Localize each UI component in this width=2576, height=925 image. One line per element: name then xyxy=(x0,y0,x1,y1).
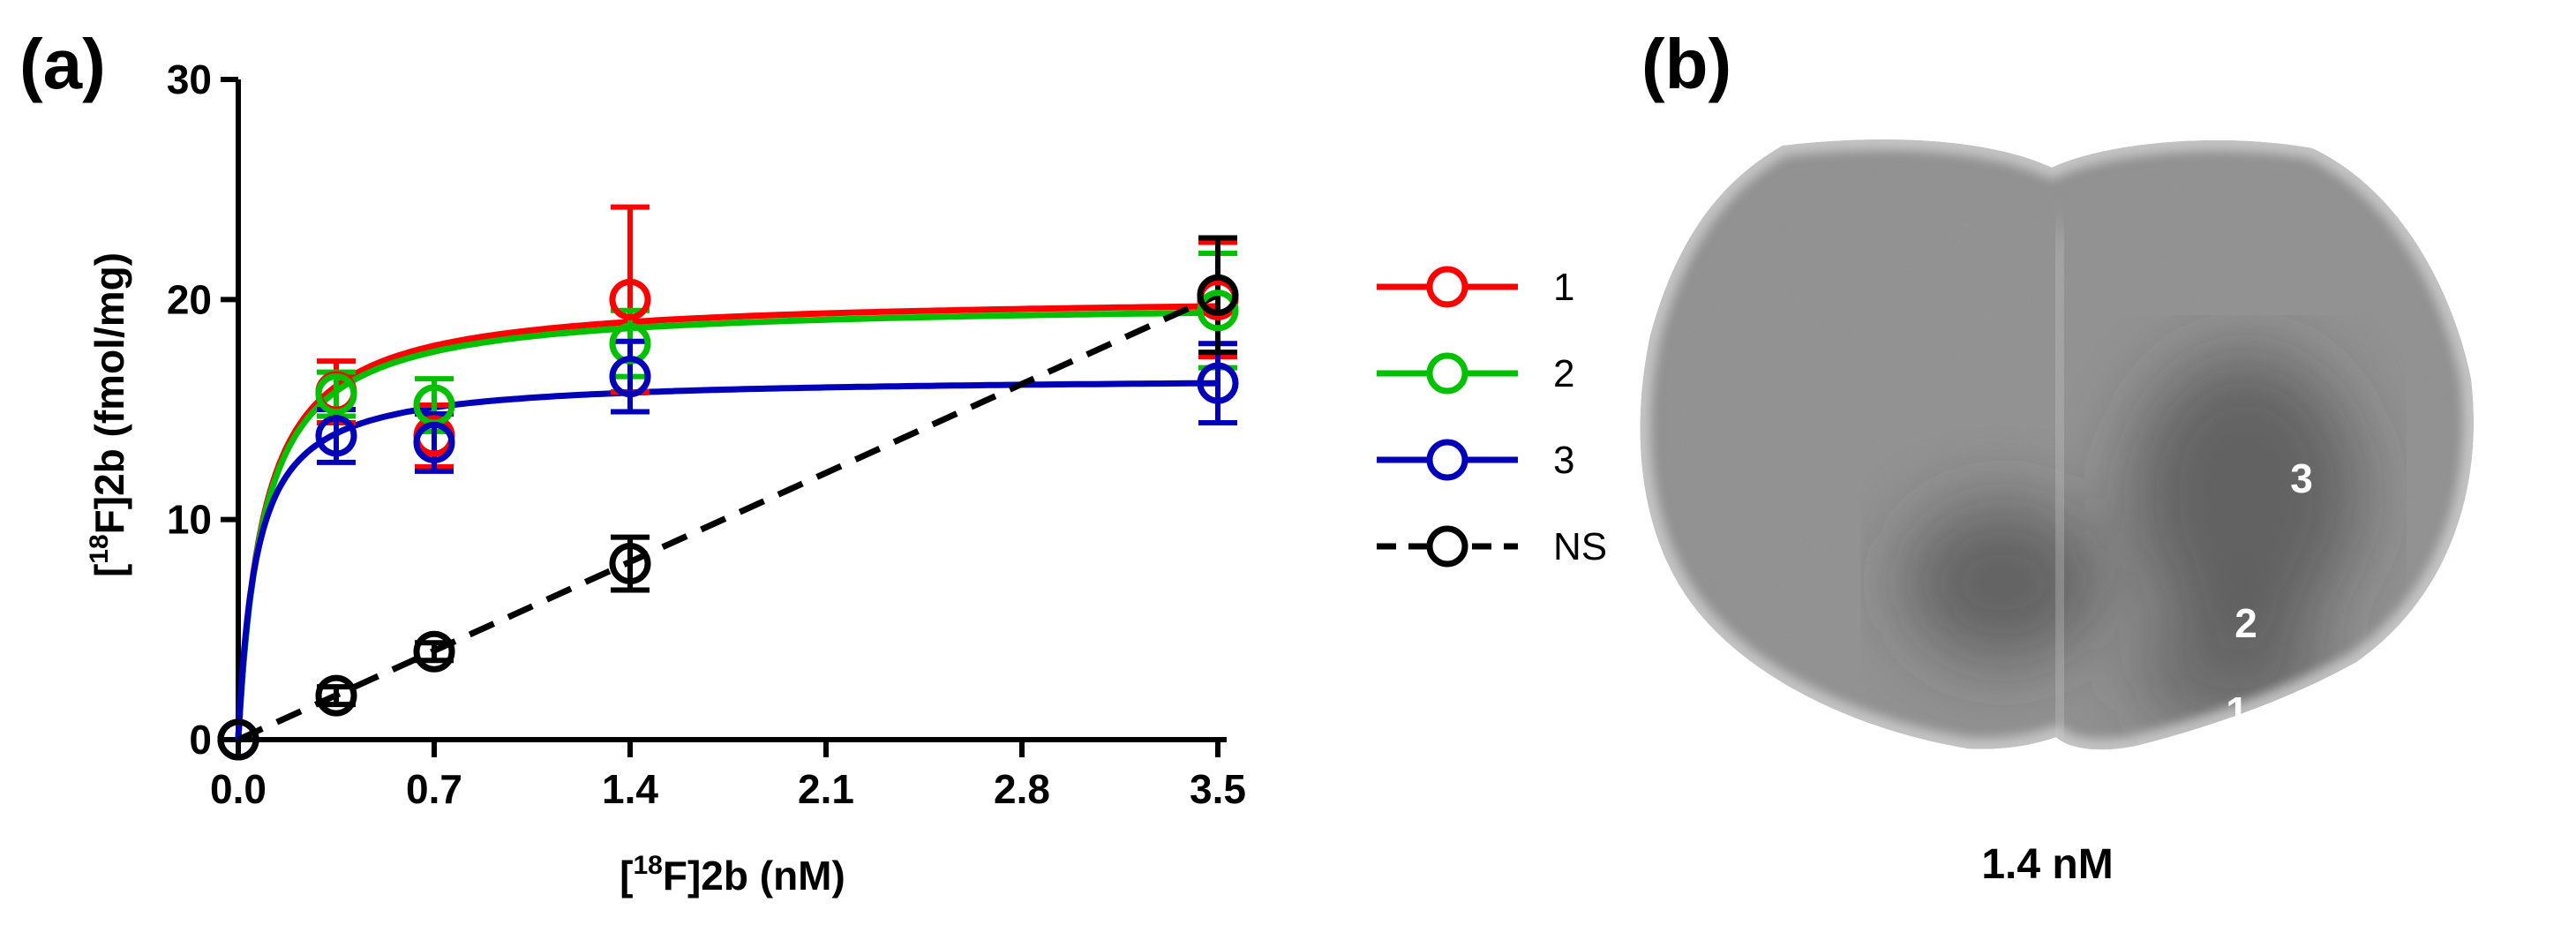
data-point-3 xyxy=(609,356,651,398)
y-tick-label: 20 xyxy=(167,276,212,322)
region-label-1: 1 xyxy=(2226,688,2249,734)
data-point-2 xyxy=(315,373,357,416)
data-point-ns xyxy=(609,543,651,585)
legend-label-ns: NS xyxy=(1553,525,1607,568)
x-tick-label: 1.4 xyxy=(602,766,658,812)
y-tick-label: 10 xyxy=(167,497,212,543)
data-point-2 xyxy=(1197,290,1239,332)
data-point-ns xyxy=(413,630,455,673)
y-ticks: 0 10 20 30 xyxy=(167,56,238,763)
data-point-ns xyxy=(217,718,259,761)
y-axis-label: [18F]2b (fmol/mg) xyxy=(85,252,132,577)
data-point-ns xyxy=(1197,274,1239,316)
data-point-ns xyxy=(315,674,357,717)
fit-curve-1 xyxy=(235,303,1219,740)
x-ticks: 0.0 0.7 1.4 2.1 2.8 3.5 xyxy=(210,740,1246,812)
y-tick-label: 30 xyxy=(167,56,212,102)
panel-b-caption: 1.4 nM xyxy=(1981,841,2113,888)
legend-marker-ns xyxy=(1426,525,1468,568)
data-point-1 xyxy=(609,278,651,320)
legend-marker-2 xyxy=(1426,352,1468,395)
panel-a-label: (a) xyxy=(19,25,106,103)
x-tick-label: 0.0 xyxy=(210,766,267,812)
y-tick-label: 0 xyxy=(189,717,212,763)
region-label-2: 2 xyxy=(2234,600,2257,646)
x-axis-label: [18F]2b (nM) xyxy=(620,851,845,899)
legend: 1 2 3 NS xyxy=(1377,266,1607,568)
legend-label-3: 3 xyxy=(1553,439,1574,482)
data-point-3 xyxy=(315,415,357,457)
fit-curves xyxy=(235,292,1220,743)
data-point-3 xyxy=(1197,362,1239,404)
data-point-3 xyxy=(413,421,455,463)
legend-marker-3 xyxy=(1426,439,1468,481)
region-label-3: 3 xyxy=(2290,455,2313,501)
x-tick-label: 0.7 xyxy=(406,766,462,812)
legend-label-2: 2 xyxy=(1553,352,1574,395)
data-points xyxy=(217,274,1239,761)
x-tick-label: 2.8 xyxy=(994,766,1050,812)
legend-label-1: 1 xyxy=(1553,266,1574,309)
x-tick-label: 3.5 xyxy=(1190,766,1246,812)
panel-b-label: (b) xyxy=(1641,25,1731,103)
legend-marker-1 xyxy=(1426,266,1468,308)
error-bars xyxy=(317,204,1237,708)
x-tick-label: 2.1 xyxy=(798,766,854,812)
fit-curve-2 xyxy=(235,309,1219,740)
brain-autoradiograph: 1 2 3 xyxy=(1640,139,2474,750)
fit-curve-ns xyxy=(237,292,1220,743)
fit-curve-3 xyxy=(235,380,1219,740)
